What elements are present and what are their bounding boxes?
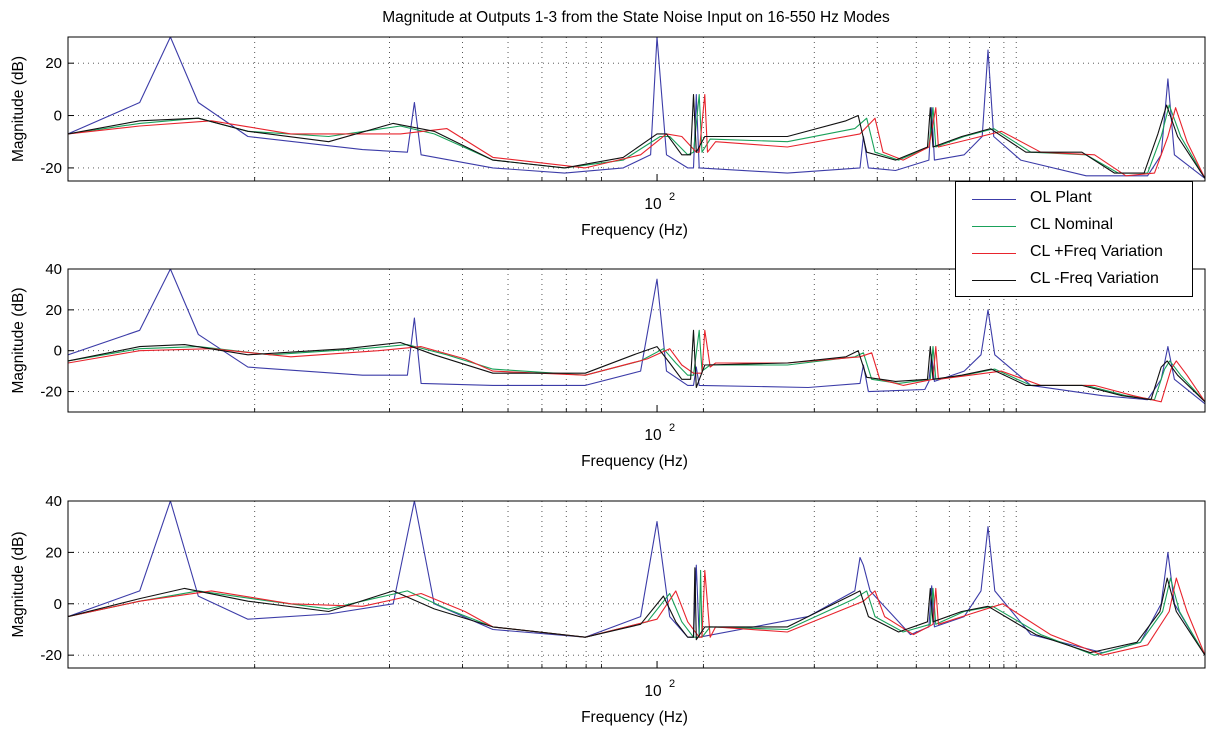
subplot-3-ytick-label-40: 40 [45, 493, 62, 510]
subplot-2-series-group [68, 269, 1205, 405]
subplot-3-xtick-exponent: 2 [669, 678, 675, 690]
subplot-2-ytick-label-0: 0 [54, 343, 62, 360]
subplot-1-line-cl-freq-variation [68, 94, 1205, 179]
legend-swatch-ol-plant [972, 199, 1016, 200]
subplot-1-ytick-label-20: 20 [45, 55, 62, 72]
legend-label-cl-nominal: CL Nominal [1030, 216, 1113, 233]
subplot-2-ylabel: Magnitude (dB) [10, 288, 27, 394]
legend-label-cl-minus-freq: CL -Freq Variation [1030, 270, 1159, 287]
legend-label-cl-plus-freq: CL +Freq Variation [1030, 243, 1163, 260]
legend-swatch-cl-nominal [972, 226, 1016, 227]
subplot-3-xtick-label-100: 10 [644, 683, 662, 700]
subplot-2-ytick-label--20: -20 [40, 384, 62, 401]
subplot-3-xlabel: Frequency (Hz) [581, 709, 688, 726]
subplot-2-xlabel: Frequency (Hz) [581, 453, 688, 470]
subplot-1-line-cl-nominal [68, 94, 1205, 179]
subplot-3-line-cl-freq-variation [68, 569, 1205, 656]
subplot-3-line-cl-nominal [68, 569, 1205, 656]
subplot-1-xtick-exponent: 2 [669, 191, 675, 203]
legend: OL Plant CL Nominal CL +Freq Variation C… [955, 181, 1193, 297]
subplot-2-line-cl-nominal [68, 329, 1205, 403]
legend-item-cl-minus-freq: CL -Freq Variation [956, 269, 1192, 293]
legend-item-ol-plant: OL Plant [956, 188, 1192, 212]
subplot-2-line-cl-freq-variation [68, 329, 1205, 403]
subplot-3-line-ol-plant [68, 501, 1205, 656]
subplot-3-ylabel: Magnitude (dB) [10, 532, 27, 638]
subplot-2-ytick-label-40: 40 [45, 261, 62, 278]
subplot-3-ytick-label-0: 0 [54, 596, 62, 613]
subplot-3-series-group [68, 501, 1205, 656]
subplot-1-xlabel: Frequency (Hz) [581, 222, 688, 239]
subplot-2-xtick-label-100: 10 [644, 427, 662, 444]
legend-label-ol-plant: OL Plant [1030, 189, 1092, 206]
subplot-3-ytick-label-20: 20 [45, 544, 62, 561]
subplot-3-ytick-label--20: -20 [40, 647, 62, 664]
subplot-2-line-cl-freq-variation [68, 329, 1205, 403]
legend-swatch-cl-plus-freq [972, 253, 1016, 254]
legend-swatch-cl-minus-freq [972, 280, 1016, 281]
subplot-3-axes-frame [67, 500, 1206, 669]
subplot-3-line-cl-freq-variation [68, 567, 1205, 656]
subplot-1-line-ol-plant [68, 37, 1205, 179]
subplot-2-axes-frame [67, 268, 1206, 413]
subplot-2-xtick-exponent: 2 [669, 422, 675, 434]
subplot-1-ytick-label-0: 0 [54, 108, 62, 125]
subplot-1-xtick-label-100: 10 [644, 196, 662, 213]
subplot-1-line-cl-freq-variation [68, 94, 1205, 179]
subplot-1-series-group [68, 37, 1205, 179]
subplot-2-ytick-label-20: 20 [45, 302, 62, 319]
subplot-1-axes-frame [67, 36, 1206, 182]
legend-item-cl-plus-freq: CL +Freq Variation [956, 242, 1192, 266]
subplot-1-ylabel: Magnitude (dB) [10, 56, 27, 162]
legend-item-cl-nominal: CL Nominal [956, 215, 1192, 239]
subplot-1-ytick-label--20: -20 [40, 160, 62, 177]
chart-title: Magnitude at Outputs 1-3 from the State … [382, 9, 890, 26]
